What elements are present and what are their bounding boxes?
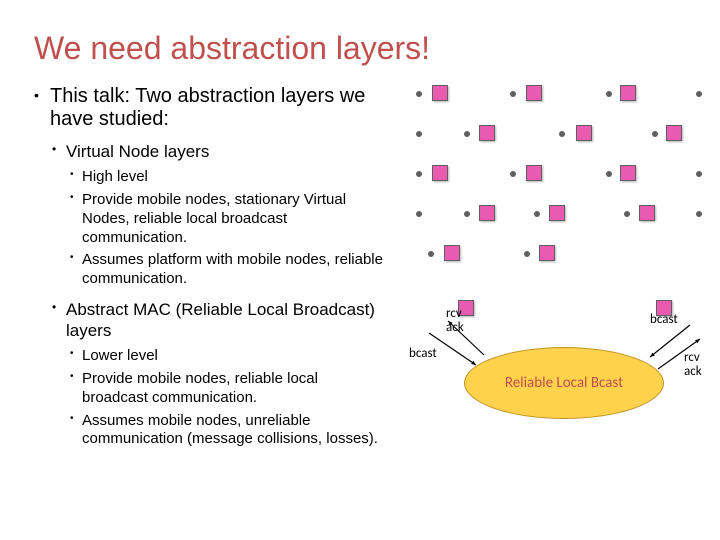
node-icon <box>432 165 448 181</box>
dot-icon <box>652 131 658 137</box>
node-icon <box>666 125 682 141</box>
arrow-label: rcv ack <box>446 307 464 336</box>
dot-icon <box>464 131 470 137</box>
dot-icon <box>534 211 540 217</box>
diagram: Reliable Local Bcastbcastrcv ackrcv ackb… <box>414 85 704 485</box>
dot-icon <box>606 171 612 177</box>
reliable-bcast-oval: Reliable Local Bcast <box>464 347 664 419</box>
dot-icon <box>416 131 422 137</box>
arrow-label: bcast <box>650 313 678 327</box>
node-icon <box>549 205 565 221</box>
dot-icon <box>559 131 565 137</box>
text-column: This talk: Two abstraction layers we hav… <box>34 85 414 485</box>
dot-icon <box>696 211 702 217</box>
dot-icon <box>464 211 470 217</box>
node-icon <box>526 85 542 101</box>
slide: We need abstraction layers! This talk: T… <box>0 0 720 540</box>
node-icon <box>526 165 542 181</box>
node-icon <box>576 125 592 141</box>
oval-label: Reliable Local Bcast <box>505 374 623 392</box>
dot-icon <box>510 91 516 97</box>
dot-icon <box>416 171 422 177</box>
sec2-item: Provide mobile nodes, reliable local bro… <box>34 370 414 408</box>
sec2-heading: Abstract MAC (Reliable Local Broadcast) … <box>34 299 414 342</box>
arrow-label: bcast <box>409 347 437 361</box>
dot-icon <box>624 211 630 217</box>
content-row: This talk: Two abstraction layers we hav… <box>0 85 720 485</box>
node-icon <box>479 125 495 141</box>
node-icon <box>479 205 495 221</box>
sec1-item: Assumes platform with mobile nodes, reli… <box>34 251 414 289</box>
sec1-heading: Virtual Node layers <box>34 141 414 162</box>
node-icon <box>444 245 460 261</box>
main-bullet: This talk: Two abstraction layers we hav… <box>34 85 414 131</box>
sec2-item: Lower level <box>34 347 414 366</box>
node-icon <box>620 85 636 101</box>
dot-icon <box>696 91 702 97</box>
dot-icon <box>428 251 434 257</box>
sec1-item: High level <box>34 168 414 187</box>
dot-icon <box>416 91 422 97</box>
node-icon <box>639 205 655 221</box>
sec1-item: Provide mobile nodes, stationary Virtual… <box>34 191 414 247</box>
slide-title: We need abstraction layers! <box>0 30 720 67</box>
sec2-item: Assumes mobile nodes, unreliable communi… <box>34 412 414 450</box>
dot-icon <box>416 211 422 217</box>
dot-icon <box>696 171 702 177</box>
dot-icon <box>524 251 530 257</box>
node-icon <box>432 85 448 101</box>
node-icon <box>539 245 555 261</box>
diagram-column: Reliable Local Bcastbcastrcv ackrcv ackb… <box>414 85 710 485</box>
dot-icon <box>510 171 516 177</box>
arrow-label: rcv ack <box>684 351 702 380</box>
dot-icon <box>606 91 612 97</box>
node-icon <box>620 165 636 181</box>
